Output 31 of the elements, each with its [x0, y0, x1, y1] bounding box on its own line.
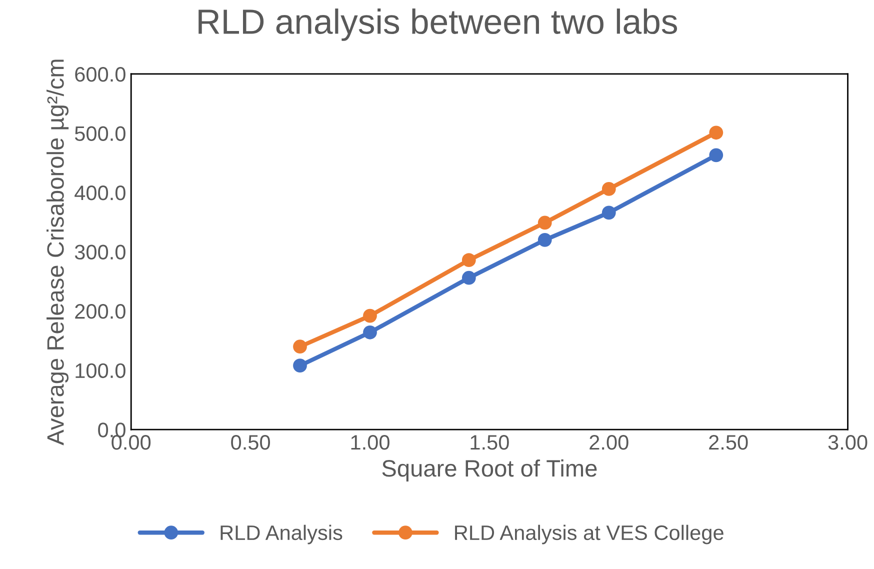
- point: [293, 358, 307, 373]
- point: [462, 253, 476, 268]
- point: [709, 126, 724, 140]
- y-axis-title: Average Release Crisaborole µg²/cm: [46, 60, 69, 446]
- y-tick-label: 0.0: [98, 422, 126, 438]
- y-tick-label: 500.0: [74, 126, 126, 141]
- y-tick-label: 600.0: [75, 66, 126, 82]
- point: [602, 206, 616, 220]
- point: [709, 148, 724, 162]
- x-tick-label: 2.00: [590, 435, 628, 450]
- legend-label: RLD Analysis at VES College: [455, 524, 724, 544]
- x-tick-label: 0.00: [112, 435, 151, 450]
- point: [602, 182, 616, 196]
- point: [462, 270, 476, 285]
- x-tick-label: 2.50: [709, 435, 748, 450]
- y-tick-label: 400.0: [74, 186, 126, 200]
- y-tick-label: 300.0: [74, 244, 126, 260]
- point: [538, 232, 552, 247]
- y-tick-label: 200.0: [75, 304, 126, 319]
- point: [538, 216, 552, 230]
- x-tick-label: 3.00: [828, 435, 868, 450]
- legend-label: RLD Analysis: [220, 524, 342, 544]
- x-tick-label: 1.00: [351, 435, 390, 450]
- y-tick-label: 100.0: [76, 363, 126, 378]
- x-axis-title: Square Root of Time: [382, 459, 597, 482]
- point: [293, 340, 307, 354]
- point: [363, 308, 377, 323]
- x-tick-label: 1.50: [470, 435, 509, 450]
- point: [363, 325, 377, 340]
- x-tick-label: 0.50: [231, 435, 270, 450]
- chart-title: RLD analysis between two labs: [198, 8, 678, 41]
